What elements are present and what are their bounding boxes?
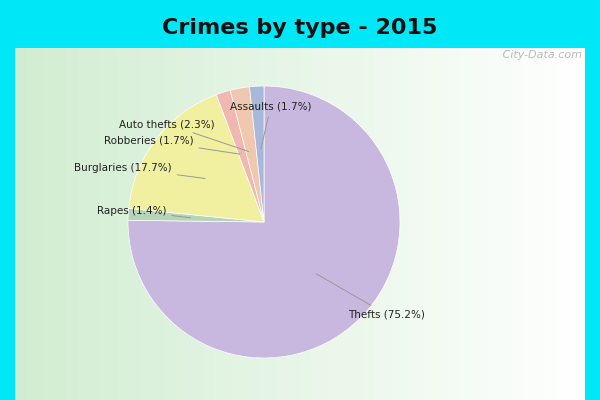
Wedge shape bbox=[128, 95, 264, 222]
Text: Thefts (75.2%): Thefts (75.2%) bbox=[316, 274, 425, 320]
Wedge shape bbox=[128, 86, 400, 358]
Wedge shape bbox=[217, 90, 264, 222]
Wedge shape bbox=[230, 87, 264, 222]
Text: Auto thefts (2.3%): Auto thefts (2.3%) bbox=[119, 119, 249, 152]
Text: Rapes (1.4%): Rapes (1.4%) bbox=[97, 206, 191, 218]
Wedge shape bbox=[128, 208, 264, 222]
Text: Assaults (1.7%): Assaults (1.7%) bbox=[230, 101, 311, 149]
Text: Robberies (1.7%): Robberies (1.7%) bbox=[104, 135, 240, 154]
Text: Burglaries (17.7%): Burglaries (17.7%) bbox=[74, 162, 205, 178]
Text: City-Data.com: City-Data.com bbox=[499, 50, 582, 60]
Wedge shape bbox=[250, 86, 264, 222]
Text: Crimes by type - 2015: Crimes by type - 2015 bbox=[163, 18, 437, 38]
